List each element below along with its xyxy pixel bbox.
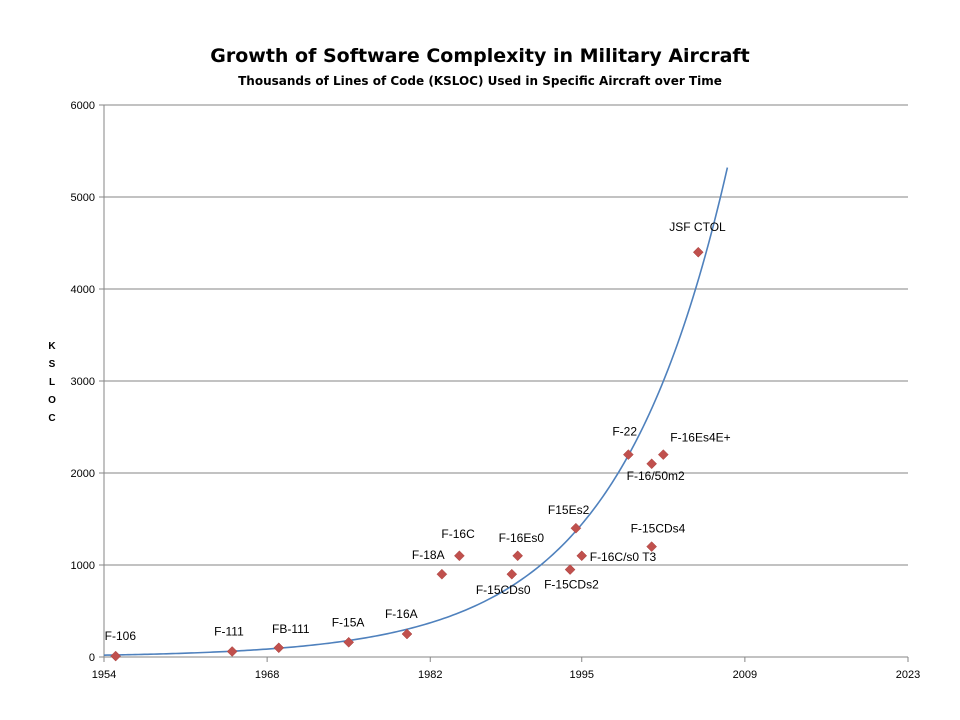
data-point (273, 642, 285, 654)
y-tick-label: 2000 (71, 468, 95, 480)
y-tick-label: 1000 (71, 560, 95, 572)
point-label: F-15A (332, 615, 365, 629)
point-label: F-15CDs4 (631, 522, 686, 536)
data-point (646, 541, 658, 552)
point-label: JSF CTOL (669, 220, 726, 234)
point-label: F-22 (612, 425, 637, 439)
x-tick-label: 1995 (569, 669, 593, 681)
gridlines (99, 104, 908, 658)
y-tick-label: 6000 (71, 100, 95, 112)
point-label: F15Es2 (548, 503, 590, 517)
data-point (570, 522, 582, 534)
y-axis-label-letter: C (48, 413, 55, 424)
data-point (622, 449, 634, 460)
y-tick-label: 4000 (71, 284, 95, 296)
x-tick-labels: 1954 1968 1982 1995 2009 2023 (92, 657, 920, 681)
data-point (226, 646, 238, 657)
y-tick-label: 3000 (71, 376, 95, 388)
data-point (401, 628, 413, 640)
data-point (576, 550, 588, 562)
data-point (110, 650, 122, 662)
y-axis-label-letter: K (48, 341, 56, 352)
data-point (564, 564, 576, 575)
point-label: F-16A (385, 607, 418, 621)
x-tick-label: 1968 (255, 669, 279, 681)
y-tick-labels: 0 1000 2000 3000 4000 5000 6000 (71, 100, 95, 664)
data-point (343, 636, 355, 648)
trendline (103, 167, 729, 656)
x-tick-label: 1982 (418, 669, 442, 681)
y-tick-label: 0 (89, 652, 95, 664)
point-label: F-15CDs0 (476, 583, 531, 597)
data-point (436, 568, 448, 580)
point-label: F-106 (105, 629, 137, 643)
x-tick-label: 1954 (92, 669, 116, 681)
point-label: FB-111 (272, 622, 310, 636)
y-axis-label-letter: S (49, 359, 56, 370)
data-point (646, 458, 658, 470)
y-tick-label: 5000 (71, 192, 95, 204)
point-label: F-16/50m2 (627, 469, 685, 483)
y-axis-label-letter: L (49, 377, 55, 388)
data-point (657, 449, 669, 460)
axes (103, 105, 908, 658)
chart-subtitle: Thousands of Lines of Code (KSLOC) Used … (238, 74, 722, 88)
point-labels: F-106 F-111 FB-111 F-15A F-16A F-18A F-16C F-15… (105, 220, 731, 643)
y-axis-label-letter: O (48, 395, 56, 406)
data-point (506, 568, 518, 580)
point-label: F-15CDs2 (544, 578, 599, 592)
x-tick-label: 2009 (733, 669, 757, 681)
chart-title: Growth of Software Complexity in Militar… (210, 45, 749, 67)
data-points (110, 246, 704, 662)
data-point (692, 246, 704, 258)
point-label: F-16Es4E+ (670, 431, 730, 445)
data-point (454, 550, 465, 562)
x-tick-label: 2023 (896, 669, 920, 681)
data-point (512, 550, 524, 562)
point-label: F-18A (412, 548, 445, 562)
point-label: F-111 (214, 624, 244, 638)
point-label: F-16C/s0 T3 (590, 550, 657, 564)
point-label: F-16Es0 (499, 531, 545, 545)
y-axis-label: KSLOC (48, 341, 56, 424)
point-label: F-16C (441, 527, 475, 541)
